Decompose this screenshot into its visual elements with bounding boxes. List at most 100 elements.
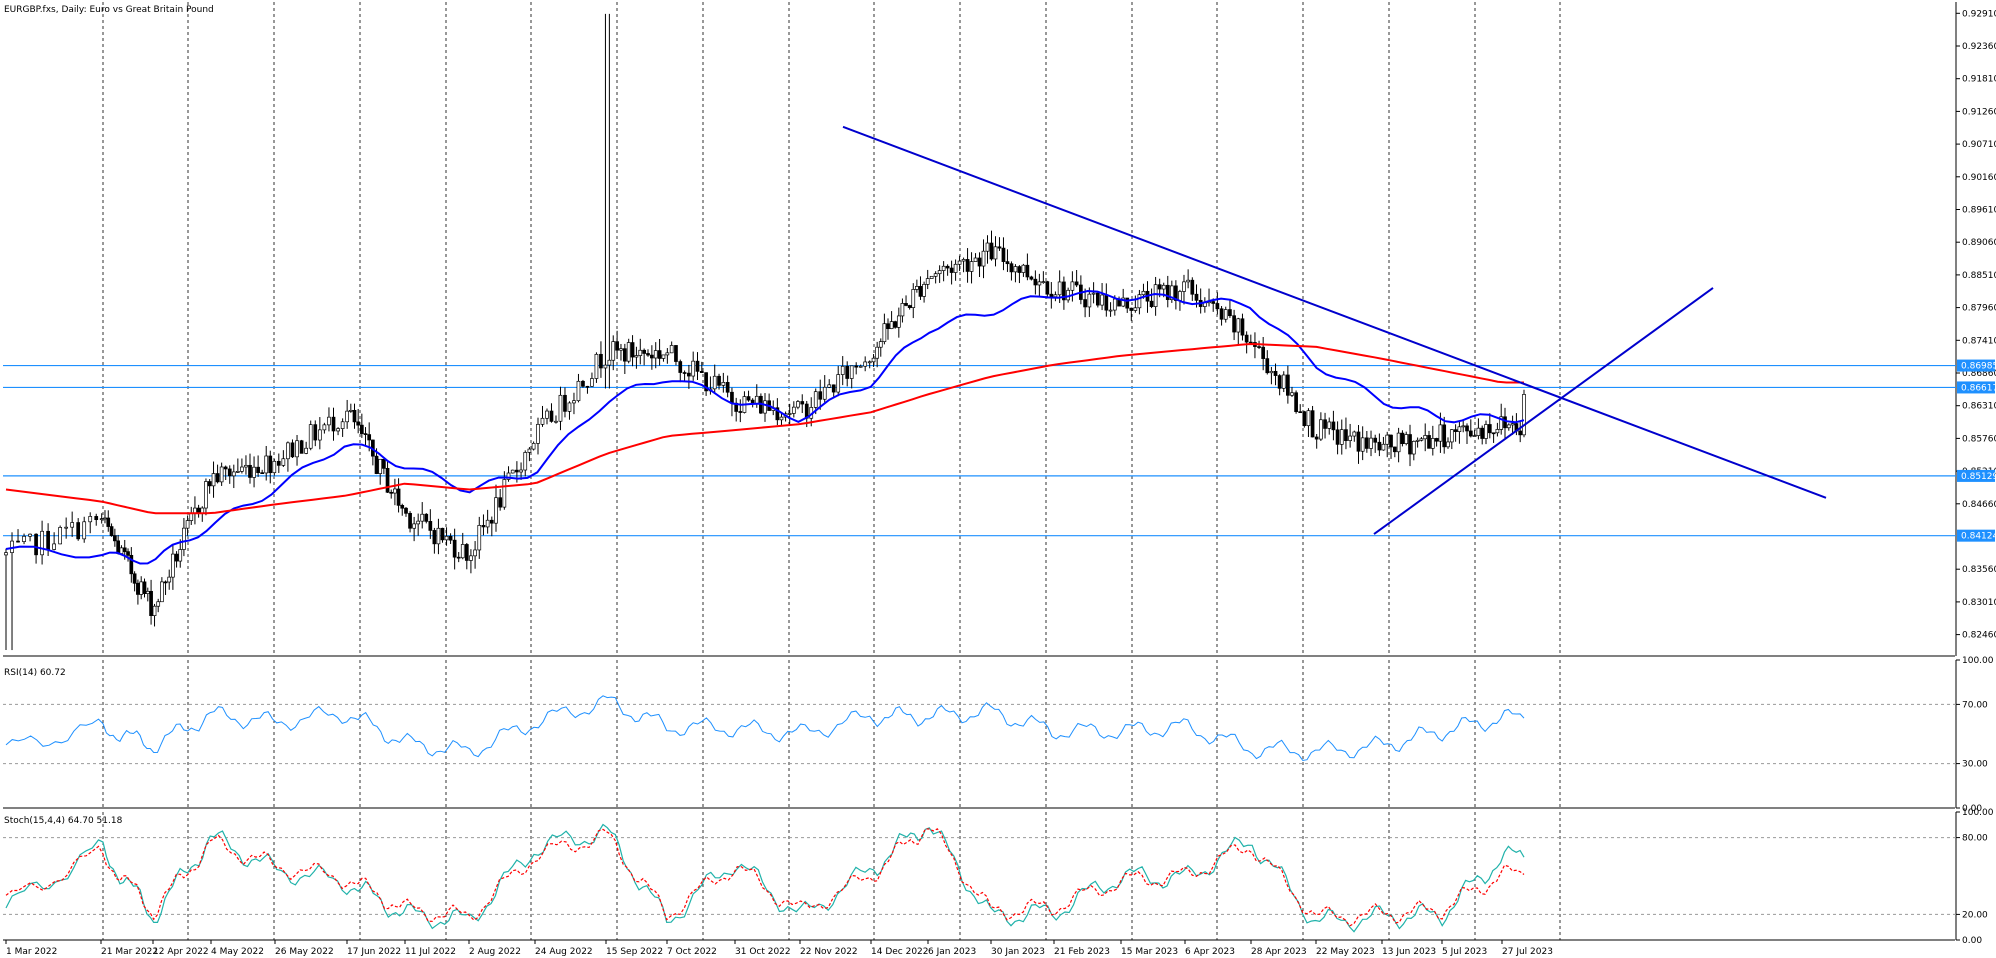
candle-body <box>949 267 954 273</box>
candle-body <box>576 380 581 402</box>
rsi-tick-label: 30.00 <box>1962 760 1988 770</box>
candle-body <box>1273 370 1278 376</box>
candle-body <box>1029 276 1034 280</box>
candle-body <box>1472 435 1477 437</box>
candle-body <box>985 242 990 252</box>
price-tick-label: 0.87960 <box>1962 304 1996 314</box>
candle-body <box>969 261 974 272</box>
candle-body <box>1013 266 1018 273</box>
time-tick-label: 12 Apr 2022 <box>153 947 209 957</box>
rsi-grid <box>3 660 1957 809</box>
candle-body <box>796 401 800 408</box>
candle-body <box>444 535 449 541</box>
candle-body <box>367 434 372 441</box>
candle-body <box>336 428 340 432</box>
candle-body <box>327 416 331 426</box>
candle-body <box>122 547 127 552</box>
candle-body <box>650 354 654 359</box>
candle-body <box>1468 430 1473 437</box>
candle-body <box>519 469 523 473</box>
candle-body <box>725 382 730 393</box>
candle-body <box>440 527 445 541</box>
candle-body <box>712 375 717 390</box>
candle-body <box>1396 432 1401 453</box>
candle-body <box>244 464 248 468</box>
candle-body <box>1017 266 1022 273</box>
candle-body <box>1083 299 1087 308</box>
stoch-tick-label: 80.00 <box>1962 834 1988 844</box>
candle-body <box>240 466 244 472</box>
candle-body <box>961 259 966 262</box>
time-tick-label: 2 Aug 2022 <box>469 947 521 957</box>
candle-body <box>1112 298 1117 311</box>
candle-body <box>256 466 260 474</box>
candle-body <box>515 469 519 473</box>
candle-body <box>581 380 585 387</box>
candle-body <box>1453 429 1458 432</box>
candle-body <box>653 350 658 359</box>
rsi-pane[interactable]: 100.00 70.00 30.00 0.00 RSI(14) 60.72 <box>3 656 1994 814</box>
candle-body <box>1306 410 1311 427</box>
candle-body <box>1037 281 1042 286</box>
candle-body <box>227 468 232 477</box>
trendlines[interactable] <box>842 125 1827 535</box>
candle-body <box>22 535 26 542</box>
candle-body <box>867 361 872 364</box>
level-tag <box>1957 381 1995 394</box>
candle-body <box>40 530 44 556</box>
candle-body <box>126 551 130 556</box>
candle-body <box>730 391 734 404</box>
candle-body <box>915 286 919 290</box>
horizontal-levels[interactable] <box>3 364 1956 537</box>
candle-body <box>1281 374 1286 389</box>
candle-body <box>1125 297 1130 309</box>
candle-body <box>416 520 421 525</box>
candle-body <box>469 555 473 561</box>
candle-body <box>1211 301 1216 304</box>
candle-body <box>941 265 946 271</box>
time-tick-label: 22 May 2023 <box>1316 947 1375 957</box>
price-pane[interactable]: 0.92910 0.92360 0.91810 0.91260 0.90710 0.901… <box>3 2 1996 657</box>
candle-body <box>953 263 958 273</box>
candle-body <box>674 345 678 362</box>
candle-body <box>1335 429 1340 445</box>
candle-body <box>622 348 627 362</box>
candle-body <box>404 507 408 514</box>
candle-body <box>1157 284 1162 290</box>
candle-body <box>1373 437 1378 443</box>
candle-body <box>1360 437 1365 452</box>
candle-body <box>1062 281 1066 301</box>
candle-body <box>889 321 894 330</box>
candle-body <box>412 523 416 529</box>
candle-body <box>997 246 1002 249</box>
candle-body <box>1228 309 1232 317</box>
candle-body <box>704 372 708 392</box>
candle-body <box>1323 419 1327 429</box>
candle-body <box>356 421 361 426</box>
candle-body <box>142 581 147 594</box>
level-tag-label: 0.85129 <box>1961 472 1996 482</box>
candle-body <box>52 543 56 550</box>
stoch-pane[interactable]: 100.00 80.00 20.00 0.00 Stoch(15,4,4) 64.70… <box>3 808 1994 946</box>
price-tick-label: 0.86310 <box>1962 402 1996 412</box>
candle-body <box>929 275 934 279</box>
candle-body <box>957 260 962 265</box>
candle-body <box>116 540 121 554</box>
candle-body <box>536 423 540 444</box>
price-tick-label: 0.92360 <box>1962 42 1996 52</box>
candle-body <box>129 554 134 575</box>
moving-average-slow <box>5 342 1524 515</box>
candle-body <box>717 375 721 386</box>
candle-body <box>549 410 554 422</box>
price-tick-label: 0.90710 <box>1962 140 1996 150</box>
candle-body <box>1174 285 1178 301</box>
candle-body <box>1149 300 1154 307</box>
candle-body <box>1344 429 1348 441</box>
candle-body <box>378 458 383 474</box>
time-tick-label: 21 Feb 2023 <box>1054 947 1110 957</box>
candle-body <box>594 353 599 379</box>
time-tick-label: 17 Jun 2022 <box>347 947 401 957</box>
time-tick-label: 13 Jun 2023 <box>1382 947 1436 957</box>
